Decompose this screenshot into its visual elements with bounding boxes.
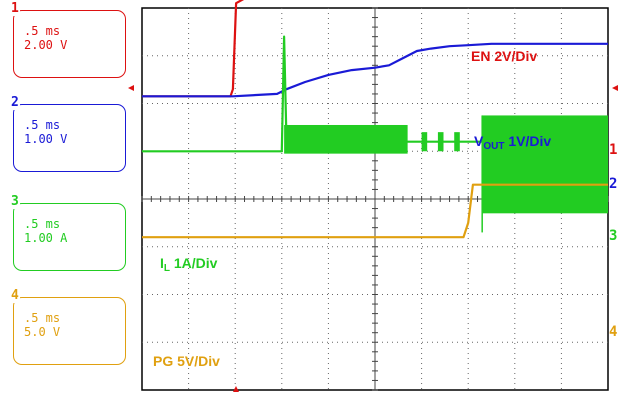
- channel-3-box: 3 .5 ms 1.00 A: [10, 195, 126, 271]
- ref-marker-4: 4: [609, 324, 617, 340]
- channel-4-scale: 5.0 V: [24, 325, 61, 339]
- channel-3-scale: 1.00 A: [24, 231, 68, 245]
- series-line-ch3: [142, 35, 608, 153]
- vout-trace-label: VOUT 1V/Div: [474, 133, 551, 152]
- channel-1-timebase: .5 ms: [24, 24, 61, 38]
- il-switching-band-final: [482, 115, 608, 214]
- vout-label-main: V: [474, 133, 484, 149]
- vout-label-rest: 1V/Div: [504, 133, 551, 149]
- channel-4-box: 4 .5 ms 5.0 V: [10, 289, 126, 365]
- channel-2-timebase: .5 ms: [24, 118, 61, 132]
- channel-3-timebase: .5 ms: [24, 217, 61, 231]
- trace-group: [142, 0, 608, 239]
- channel-2-number: 2: [10, 95, 20, 110]
- il-label-rest: 1A/Div: [170, 255, 218, 271]
- channel-4-timebase: .5 ms: [24, 311, 61, 325]
- pg-trace-label: PG 5V/Div: [153, 353, 220, 369]
- ref-marker-2: 2: [609, 176, 617, 192]
- en-trace-label: EN 2V/Div: [471, 48, 537, 64]
- ref-marker-3: 3: [609, 228, 617, 244]
- channel-2-scale: 1.00 V: [24, 132, 68, 146]
- ref-marker-1: 1: [609, 142, 617, 158]
- channel-2-box: 2 .5 ms 1.00 V: [10, 96, 126, 172]
- il-label-main: I: [160, 255, 164, 271]
- channel-1-box: 1 .5 ms 2.00 V: [10, 2, 126, 78]
- channel-1-scale: 2.00 V: [24, 38, 68, 52]
- trigger-level-arrow-icon: [128, 85, 134, 91]
- trigger-position-arrow-icon: [233, 386, 239, 392]
- channel-1-number: 1: [10, 1, 20, 16]
- trigger-level-arrow-right-icon: [612, 85, 618, 91]
- channel-3-number: 3: [10, 194, 20, 209]
- channel-4-number: 4: [10, 288, 20, 303]
- il-trace-label: IL 1A/Div: [160, 255, 218, 274]
- series-line-ch4: [142, 183, 608, 239]
- il-label-sub: L: [164, 263, 170, 274]
- vout-label-sub: OUT: [483, 141, 504, 152]
- il-switching-band: [284, 124, 408, 154]
